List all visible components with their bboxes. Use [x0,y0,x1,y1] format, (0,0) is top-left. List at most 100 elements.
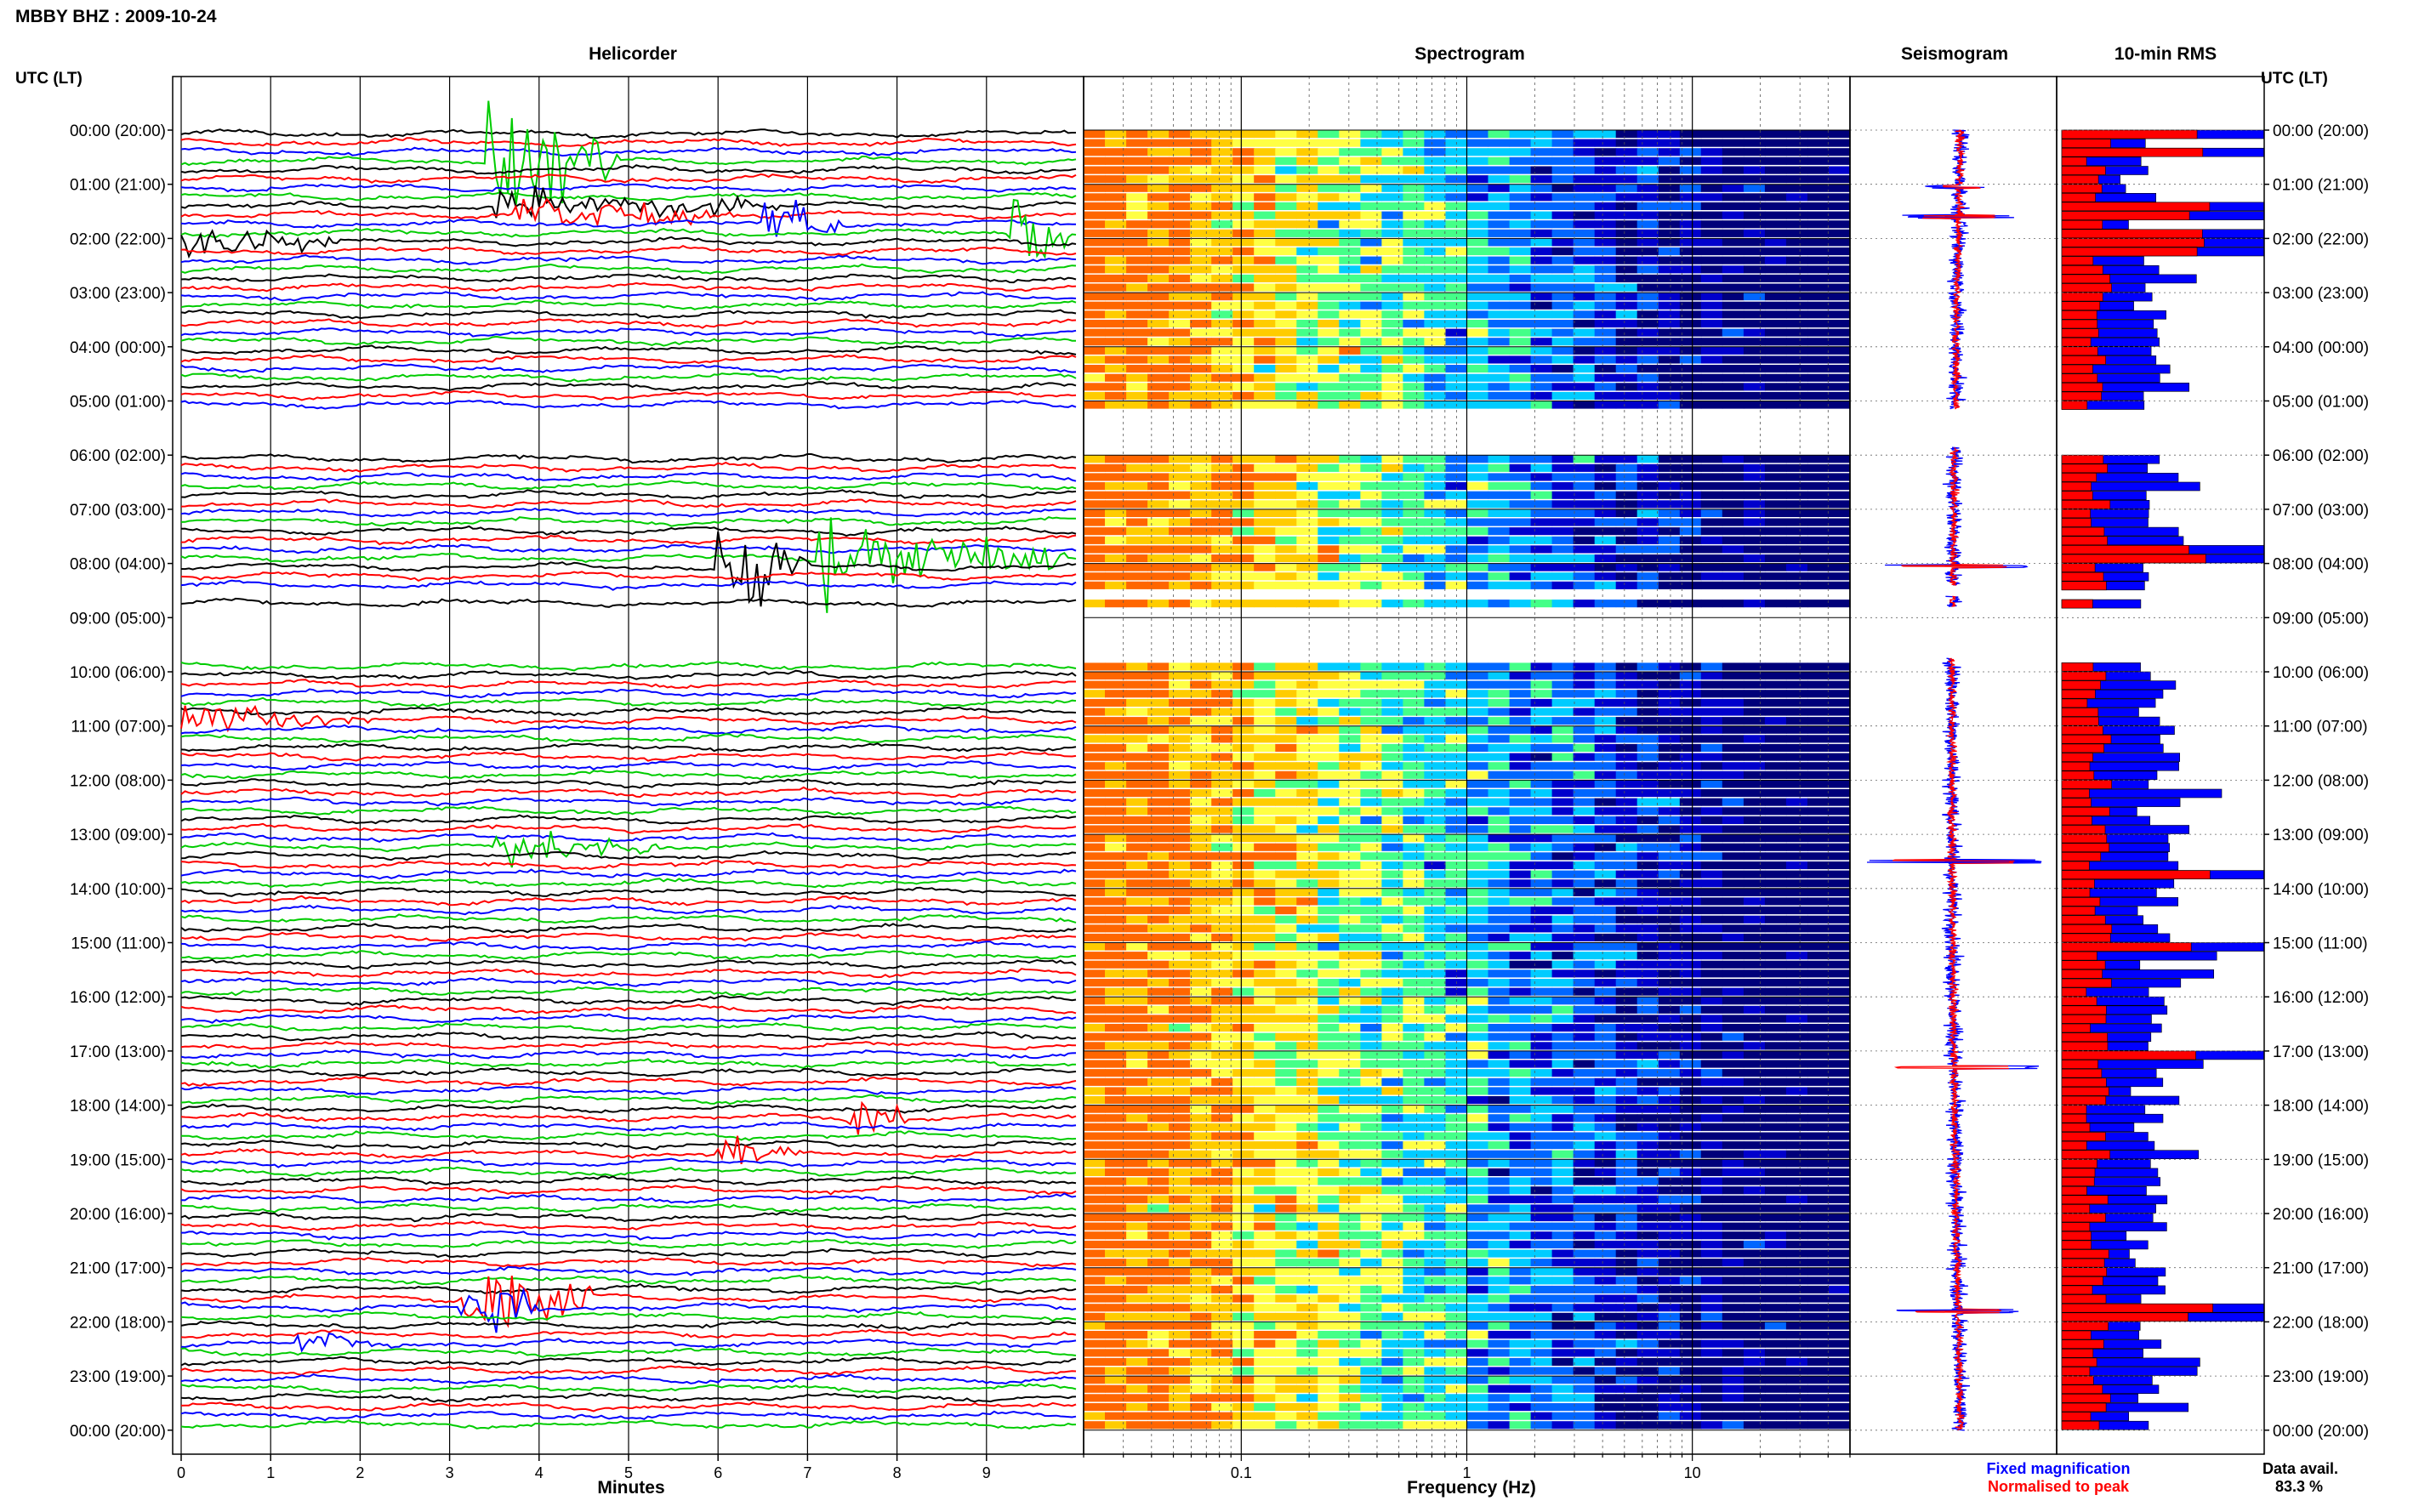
spectrogram-cell [1636,1069,1659,1077]
spectrogram-cell [1232,1005,1255,1014]
spectrogram-cell [1424,1042,1446,1050]
spectrogram-row [1084,373,1851,382]
spectrogram-cell [1147,1331,1170,1339]
spectrogram-cell [1147,482,1170,491]
spectrogram-cell [1381,148,1403,156]
spectrogram-cell [1084,1159,1106,1168]
spectrogram-cell [1679,320,1702,328]
spectrogram-cell [1318,1214,1340,1222]
spectrogram-cell [1785,355,1808,364]
spectrogram-cell [1424,455,1446,463]
spectrogram-cell [1785,373,1808,382]
spectrogram-cell [1658,1024,1681,1032]
spectrogram-cell [1339,1267,1361,1276]
spectrogram-cell [1551,870,1574,878]
spectrogram-cell [1381,220,1403,229]
spectrogram-cell [1636,1231,1659,1240]
spectrogram-cell [1403,518,1425,526]
spectrogram-cell [1573,365,1596,373]
spectrogram-cell [1424,780,1446,788]
spectrogram-cell [1275,690,1297,698]
spectrogram-cell [1190,1032,1212,1041]
helicorder-trace [180,344,1077,355]
spectrogram-cell [1530,463,1553,472]
spectrogram-cell [1084,500,1106,509]
spectrogram-cell [1169,328,1191,337]
spectrogram-cell [1169,907,1191,915]
spectrogram-cell [1551,1304,1574,1312]
spectrogram-cell [1636,166,1659,174]
spectrogram-cell [1339,473,1361,481]
spectrogram-cell [1445,825,1468,833]
spectrogram-cell [1105,762,1127,770]
spectrogram-cell [1296,1204,1318,1213]
spectrogram-cell [1509,798,1532,806]
spectrogram-cell [1785,1294,1808,1303]
spectrogram-cell [1339,798,1361,806]
spectrogram-cell [1530,1322,1553,1330]
spectrogram-cell [1084,1077,1106,1086]
spectrogram-cell [1339,1331,1361,1339]
spectrogram-cell [1573,770,1596,779]
spectrogram-cell [1700,690,1723,698]
spectrogram-row [1084,933,1851,941]
spectrogram-cell [1615,373,1638,382]
spectrogram-cell [1509,184,1532,192]
spectrogram-cell [1743,1240,1766,1248]
spectrogram-cell [1530,1105,1553,1113]
spectrogram-cell [1169,843,1191,851]
spectrogram-cell [1084,1141,1106,1150]
spectrogram-cell [1339,816,1361,824]
spectrogram-cell [1573,1249,1596,1258]
spectrogram-cell [1169,1331,1191,1339]
spectrogram-cell [1764,825,1787,833]
helicorder-trace [180,372,1077,383]
spectrogram-cell [1147,355,1170,364]
spectrogram-cell [1190,1322,1212,1330]
spectrogram-cell [1381,1015,1403,1023]
spectrogram-cell [1084,139,1106,147]
spectrogram-cell [1615,960,1638,969]
spectrogram-cell [1190,924,1212,933]
spectrogram-cell [1807,698,1830,707]
spectrogram-cell [1679,256,1702,264]
spectrogram-cell [1551,491,1574,499]
spectrogram-cell [1636,907,1659,915]
spectrogram-cell [1084,816,1106,824]
spectrogram-cell [1573,924,1596,933]
spectrogram-cell [1658,825,1681,833]
spectrogram-cell [1509,247,1532,256]
spectrogram-cell [1169,184,1191,192]
spectrogram-cell [1636,1403,1659,1412]
spectrogram-cell [1254,1276,1276,1285]
spectrogram-cell [1211,1384,1233,1393]
spectrogram-cell [1722,274,1745,282]
spectrogram-cell [1190,907,1212,915]
spectrogram-cell [1190,952,1212,960]
spectrogram-cell [1764,373,1787,382]
spectrogram-cell [1232,852,1255,861]
spectrogram-cell [1764,229,1787,237]
spectrogram-cell [1764,401,1787,409]
spectrogram-cell [1275,247,1297,256]
spectrogram-cell [1807,193,1830,202]
spectrogram-cell [1573,907,1596,915]
spectrogram-cell [1105,220,1127,229]
spectrogram-cell [1829,662,1851,671]
spectrogram-cell [1551,1294,1574,1303]
spectrogram-cell [1573,690,1596,698]
spectrogram-row [1084,743,1851,752]
spectrogram-cell [1636,482,1659,491]
spectrogram-cell [1530,1042,1553,1050]
spectrogram-cell [1126,1349,1148,1357]
spectrogram-cell [1126,1114,1148,1123]
spectrogram-cell [1700,572,1723,581]
spectrogram-cell [1147,383,1170,391]
spectrogram-cell [1126,907,1148,915]
spectrogram-cell [1445,572,1468,581]
spectrogram-cell [1551,789,1574,798]
spectrogram-cell [1700,545,1723,554]
spectrogram-cell [1573,915,1596,924]
spectrogram-cell [1169,1077,1191,1086]
spectrogram-cell [1360,1349,1382,1357]
